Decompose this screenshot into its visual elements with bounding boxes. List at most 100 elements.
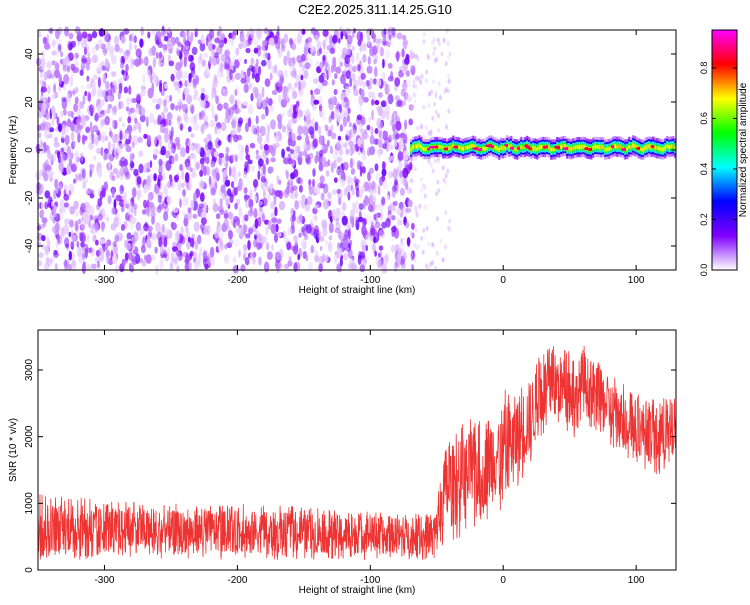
noise-cell (199, 247, 203, 256)
noise-cell (349, 128, 353, 140)
noise-cell (413, 63, 417, 69)
band-cell (508, 144, 511, 149)
noise-cell (112, 240, 117, 248)
band-cell (664, 146, 667, 151)
noise-cell (406, 186, 412, 195)
noise-cell (130, 207, 134, 214)
noise-cell (444, 173, 448, 179)
noise-cell (404, 57, 410, 65)
noise-cell (191, 167, 196, 175)
noise-cell (138, 150, 144, 158)
band-cell (458, 145, 461, 150)
noise-cell (381, 196, 386, 206)
noise-cell (253, 38, 259, 46)
noise-cell (229, 155, 234, 164)
noise-cell (184, 50, 190, 57)
noise-cell (128, 204, 132, 213)
noise-cell (167, 141, 172, 151)
noise-cell (101, 110, 106, 116)
noise-cell (207, 140, 213, 150)
noise-cell (223, 102, 229, 110)
noise-cell (307, 195, 313, 206)
noise-cell (190, 55, 194, 62)
noise-cell (294, 200, 300, 210)
noise-cell (57, 85, 62, 92)
noise-cell (39, 138, 43, 150)
noise-cell (390, 244, 396, 253)
noise-cell (186, 240, 191, 250)
noise-cell (277, 48, 283, 58)
noise-cell (159, 180, 162, 190)
noise-cell (235, 99, 242, 106)
noise-cell (193, 142, 199, 150)
noise-cell (278, 94, 282, 104)
noise-cell (340, 232, 345, 240)
noise-cell (448, 218, 452, 224)
noise-cell (289, 193, 296, 199)
band-cell (574, 145, 577, 150)
band-cell (420, 144, 423, 149)
noise-cell (300, 125, 307, 134)
noise-cell (36, 225, 42, 231)
noise-cell (379, 176, 383, 186)
noise-cell (415, 54, 419, 60)
noise-cell (87, 92, 92, 103)
noise-cell (307, 261, 314, 271)
band-cell (572, 146, 575, 151)
noise-cell (293, 104, 299, 115)
noise-cell (278, 262, 283, 269)
noise-cell (187, 126, 192, 133)
noise-cell (261, 86, 265, 98)
noise-cell (391, 113, 395, 123)
noise-cell (410, 231, 414, 237)
noise-cell (167, 113, 171, 120)
noise-cell (267, 59, 272, 70)
noise-cell (346, 175, 352, 184)
noise-cell (360, 128, 364, 139)
noise-cell (287, 157, 293, 165)
noise-cell (267, 251, 273, 260)
noise-cell (301, 126, 307, 136)
noise-cell (286, 241, 292, 251)
band-cell (644, 146, 647, 150)
noise-cell (100, 131, 107, 142)
band-cell (658, 146, 661, 151)
noise-cell (376, 78, 382, 87)
noise-cell (348, 140, 354, 147)
noise-cell (166, 41, 173, 49)
noise-cell (374, 221, 381, 229)
band-cell (482, 146, 485, 151)
band-cell (552, 147, 555, 152)
noise-cell (286, 50, 290, 61)
noise-cell (443, 179, 447, 185)
noise-cell (299, 214, 303, 222)
noise-cell (239, 32, 245, 43)
noise-cell (60, 153, 67, 163)
noise-cell (96, 105, 101, 113)
noise-cell (194, 31, 198, 38)
noise-cell (89, 121, 93, 132)
noise-cell (366, 147, 371, 157)
noise-cell (362, 147, 365, 156)
noise-cell (196, 261, 202, 268)
noise-cell (183, 218, 189, 227)
noise-cell (37, 30, 42, 38)
noise-cell (179, 49, 183, 56)
noise-cell (56, 116, 60, 126)
noise-cell (252, 86, 259, 95)
noise-cell (247, 104, 254, 115)
noise-cell (244, 161, 249, 170)
noise-cell (48, 27, 53, 34)
noise-cell (128, 34, 133, 42)
noise-cell (260, 171, 267, 179)
noise-cell (368, 91, 373, 99)
noise-cell (362, 42, 367, 52)
noise-cell (420, 74, 424, 79)
noise-cell (248, 198, 254, 209)
noise-cell (385, 111, 390, 121)
band-cell (628, 144, 631, 149)
noise-cell (159, 123, 165, 134)
noise-cell (336, 247, 343, 258)
band-cell (670, 144, 673, 149)
